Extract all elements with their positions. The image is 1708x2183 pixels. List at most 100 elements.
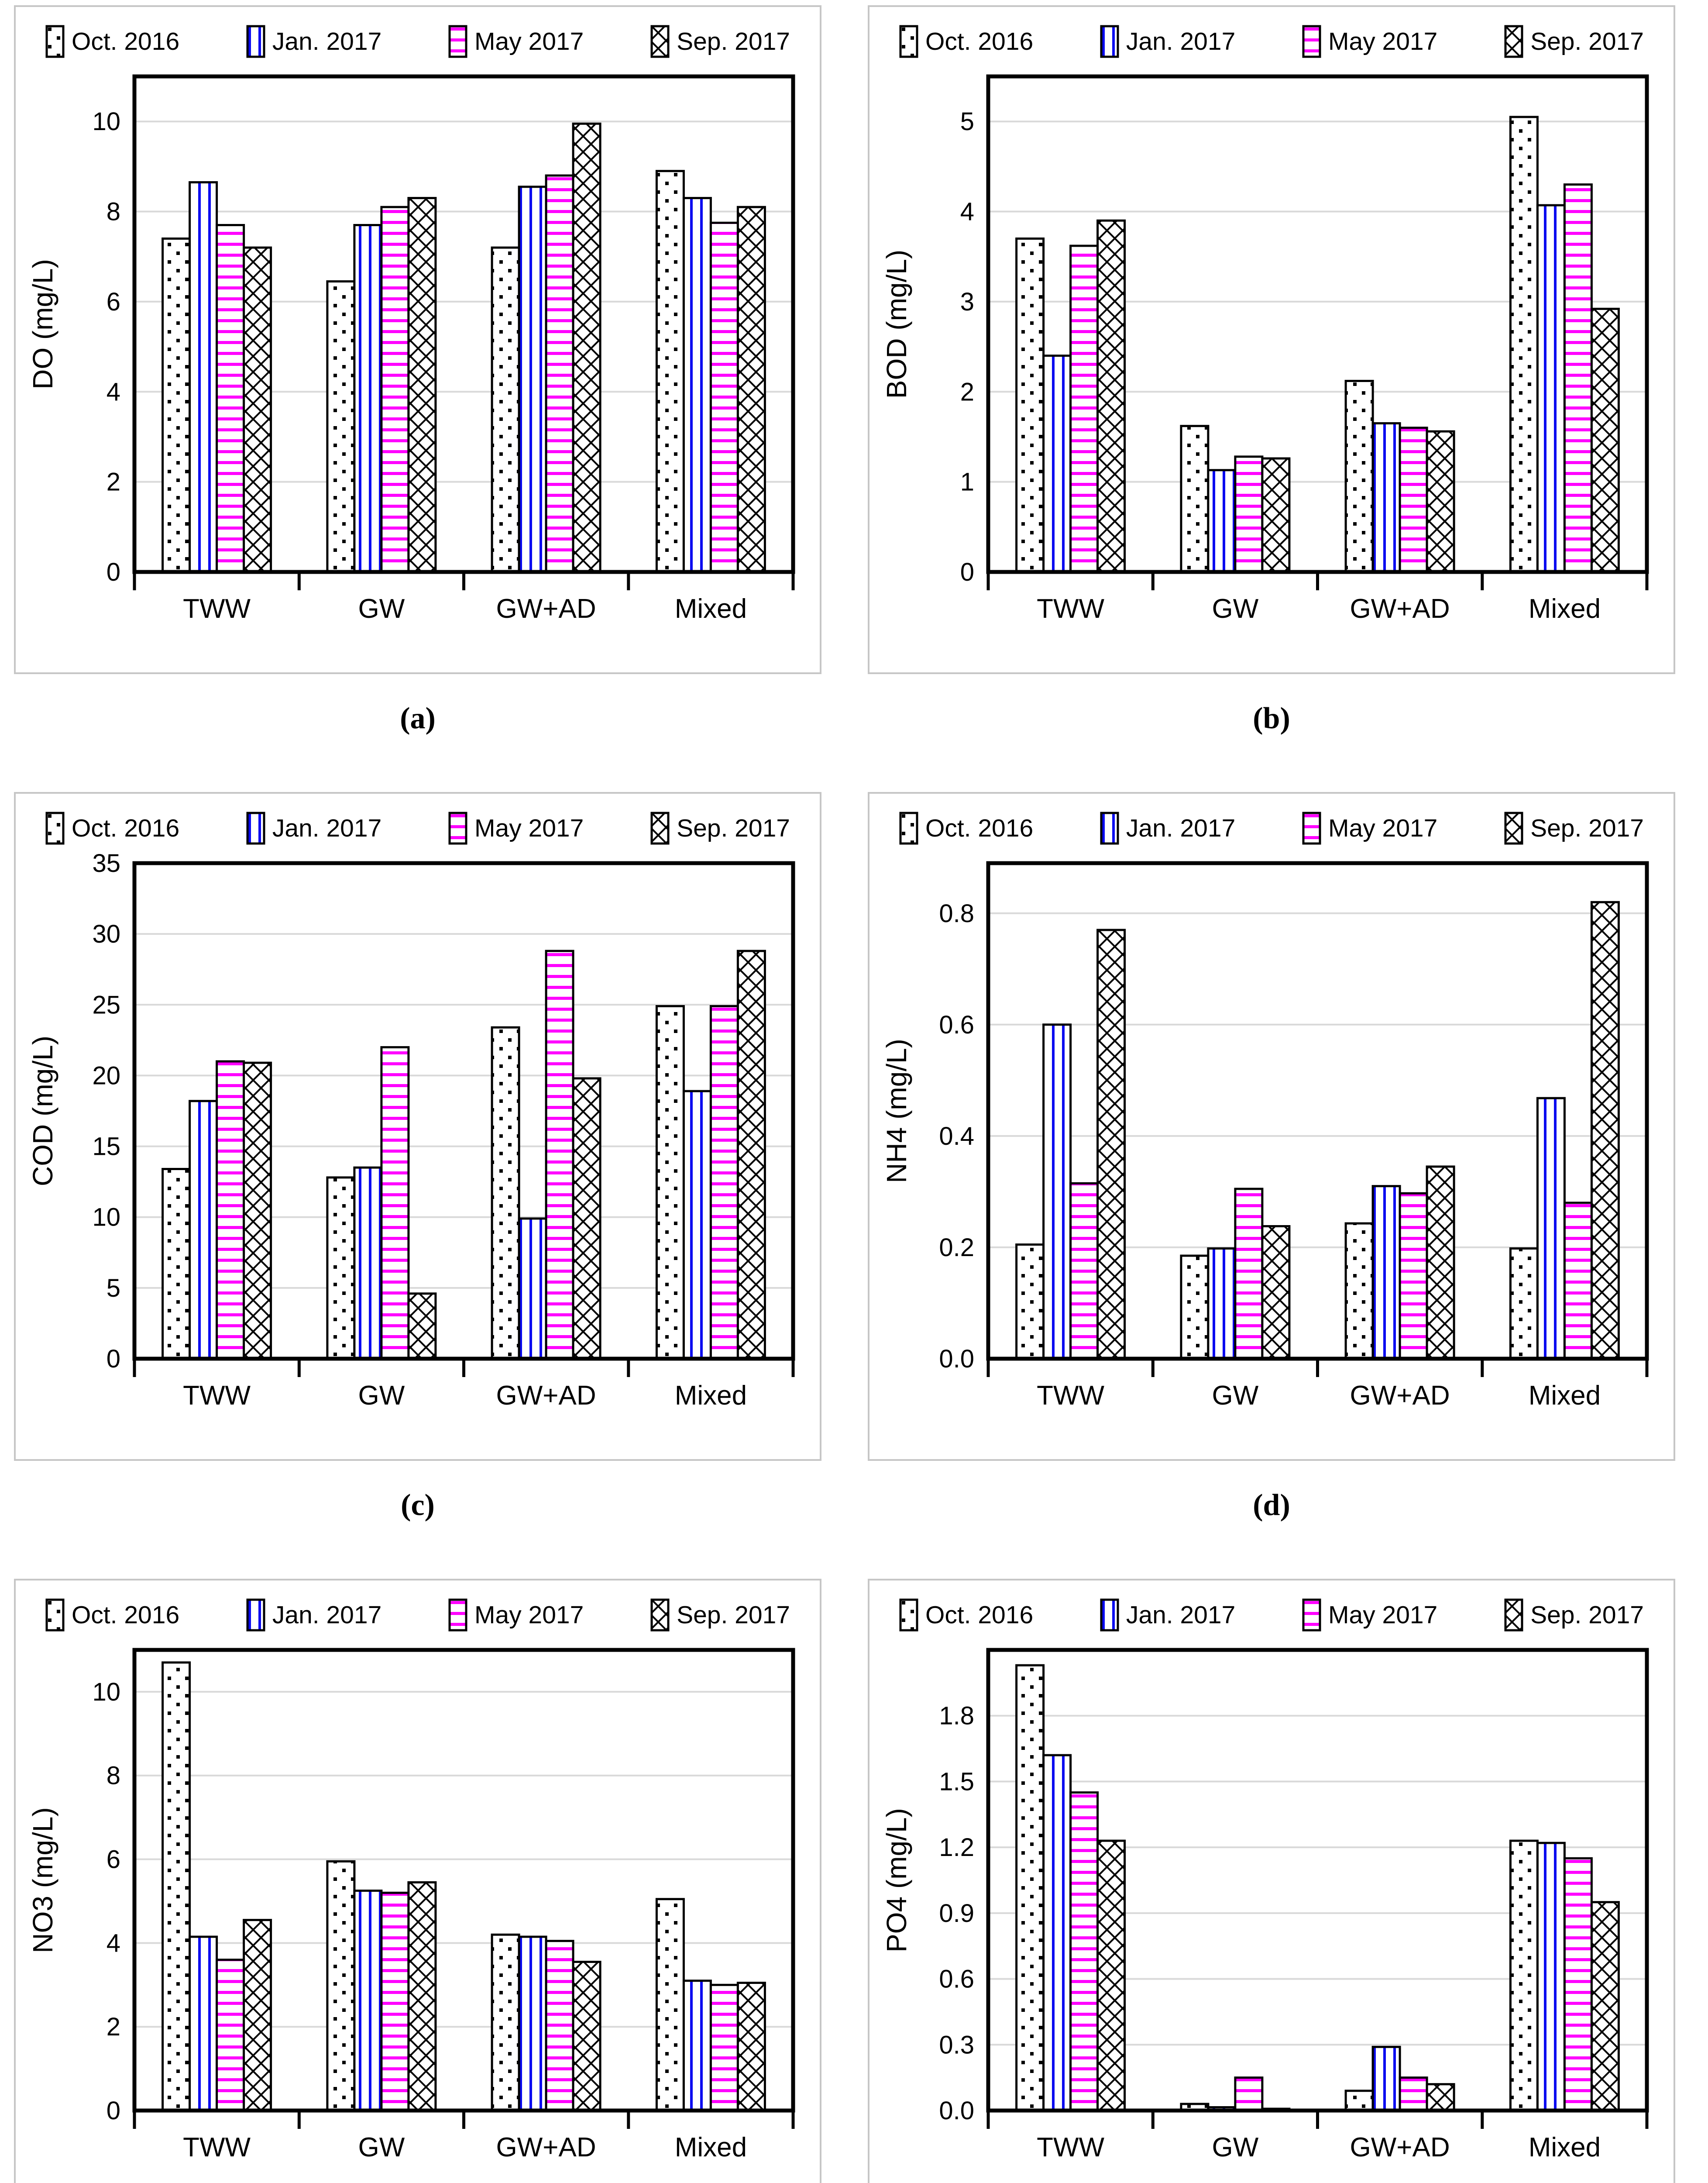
bar-GW+AD-Sep2017 bbox=[1426, 1165, 1455, 1360]
svg-text:0.6: 0.6 bbox=[939, 1965, 974, 1994]
y-axis-title: COD (mg/L) bbox=[27, 1036, 58, 1186]
svg-text:Mixed: Mixed bbox=[1529, 2132, 1601, 2162]
svg-text:5: 5 bbox=[960, 107, 974, 136]
bar-GW-May2017 bbox=[380, 1046, 410, 1360]
cell-d: Oct. 2016 Jan. 2017 May 2017 Sep. 2017 0.0 0… bbox=[854, 787, 1708, 1574]
x-axis-group-ticks bbox=[986, 572, 1649, 590]
svg-text:0: 0 bbox=[107, 558, 120, 586]
y-tick-labels: 0 1 2 3 4 5 bbox=[960, 107, 974, 586]
chart-panel-e: Oct. 2016 Jan. 2017 May 2017 Sep. 2017 0 2 4 6… bbox=[14, 1579, 821, 2183]
bar-TWW-Jan2017 bbox=[189, 181, 218, 573]
bar-TWW-Oct2016 bbox=[1015, 1243, 1045, 1360]
svg-text:GW+AD: GW+AD bbox=[496, 1381, 596, 1411]
bar-GW+AD-Oct2016 bbox=[1344, 2090, 1374, 2112]
bar-GW+AD-Oct2016 bbox=[491, 1026, 520, 1360]
chart-panel-b: Oct. 2016 Jan. 2017 May 2017 Sep. 2017 0 1 2 3… bbox=[868, 5, 1675, 674]
svg-text:GW: GW bbox=[1212, 2132, 1259, 2162]
bar-Mixed-May2017 bbox=[709, 1983, 739, 2112]
legend-label: May 2017 bbox=[474, 27, 584, 55]
bars bbox=[162, 1661, 766, 2112]
legend-item-vlines-blue: Jan. 2017 bbox=[1100, 1598, 1235, 1632]
legend-label: Oct. 2016 bbox=[72, 27, 180, 55]
bar-Mixed-Oct2016 bbox=[1509, 1839, 1539, 2112]
bar-GW-Sep2017 bbox=[1261, 1225, 1291, 1360]
legend-label: May 2017 bbox=[474, 1601, 584, 1629]
y-tick-labels: 0.0 0.3 0.6 0.9 1.2 1.5 1.8 bbox=[939, 1702, 974, 2125]
svg-text:0.0: 0.0 bbox=[939, 2097, 974, 2125]
legend: Oct. 2016 Jan. 2017 May 2017 Sep. 2017 bbox=[25, 17, 810, 65]
y-axis-title: BOD (mg/L) bbox=[881, 250, 912, 399]
svg-text:0.8: 0.8 bbox=[939, 899, 974, 928]
y-axis-title: PO4 (mg/L) bbox=[881, 1808, 912, 1952]
legend-swatch-vlines-blue-icon bbox=[246, 812, 265, 845]
bars bbox=[162, 122, 766, 573]
bar-TWW-Sep2017 bbox=[1096, 219, 1126, 573]
bar-GW+AD-Sep2017 bbox=[1426, 2083, 1455, 2112]
svg-text:GW: GW bbox=[358, 594, 405, 624]
x-category-labels: TWW GW GW+AD Mixed bbox=[1037, 1381, 1601, 1411]
legend-item-crosshatch-black: Sep. 2017 bbox=[650, 25, 790, 58]
svg-text:GW: GW bbox=[1212, 1381, 1259, 1411]
legend-item-vlines-blue: Jan. 2017 bbox=[246, 812, 381, 845]
bar-TWW-Oct2016 bbox=[162, 1661, 191, 2112]
bar-TWW-May2017 bbox=[1069, 1182, 1099, 1360]
bar-GW+AD-Sep2017 bbox=[572, 122, 601, 573]
bar-TWW-May2017 bbox=[216, 1060, 245, 1360]
legend-label: Sep. 2017 bbox=[1530, 814, 1644, 842]
bar-chart-nh4: 0.0 0.2 0.4 0.6 0.8 TWW GW GW+AD Mixed NH4 (mg/L) bbox=[881, 861, 1649, 1411]
svg-text:TWW: TWW bbox=[183, 594, 251, 624]
bar-Mixed-May2017 bbox=[709, 221, 739, 573]
bar-TWW-May2017 bbox=[1069, 1791, 1099, 2112]
legend-item-crosshatch-black: Sep. 2017 bbox=[650, 1598, 790, 1632]
bar-GW-May2017 bbox=[1234, 2076, 1264, 2112]
legend-label: Sep. 2017 bbox=[677, 814, 790, 842]
bar-GW+AD-Sep2017 bbox=[572, 1077, 601, 1360]
legend-item-crosshatch-black: Sep. 2017 bbox=[1504, 25, 1644, 58]
svg-text:35: 35 bbox=[92, 852, 120, 878]
svg-text:6: 6 bbox=[107, 288, 120, 316]
legend-item-vlines-blue: Jan. 2017 bbox=[246, 1598, 381, 1632]
legend-item-dots: Oct. 2016 bbox=[45, 25, 179, 58]
legend-label: Oct. 2016 bbox=[925, 27, 1034, 55]
x-category-labels: TWW GW GW+AD Mixed bbox=[183, 2132, 747, 2162]
chart-panel-c: Oct. 2016 Jan. 2017 May 2017 Sep. 2017 0 5 10… bbox=[14, 792, 821, 1461]
bar-GW+AD-Jan2017 bbox=[518, 1935, 547, 2112]
bar-GW-Oct2016 bbox=[326, 280, 356, 573]
legend-item-dots: Oct. 2016 bbox=[899, 812, 1033, 845]
bar-Mixed-Jan2017 bbox=[1536, 1097, 1566, 1360]
y-tick-labels: 0.0 0.2 0.4 0.6 0.8 bbox=[939, 899, 974, 1373]
svg-text:0.6: 0.6 bbox=[939, 1011, 974, 1039]
svg-text:15: 15 bbox=[92, 1133, 120, 1161]
bars bbox=[1015, 901, 1620, 1360]
svg-text:0.0: 0.0 bbox=[939, 1345, 974, 1373]
bar-TWW-Jan2017 bbox=[189, 1100, 218, 1360]
legend-label: Jan. 2017 bbox=[272, 27, 382, 55]
legend-item-hlines-magenta: May 2017 bbox=[1302, 25, 1437, 58]
bar-GW+AD-Jan2017 bbox=[1371, 1185, 1401, 1360]
svg-text:0.3: 0.3 bbox=[939, 2031, 974, 2059]
svg-text:TWW: TWW bbox=[183, 1381, 251, 1411]
legend-swatch-vlines-blue-icon bbox=[1100, 812, 1119, 845]
bar-chart-do: 0 2 4 6 8 10 TWW GW GW+AD Mixed DO (mg/L) bbox=[27, 74, 795, 624]
bar-Mixed-Sep2017 bbox=[736, 206, 766, 573]
bar-GW-Sep2017 bbox=[1261, 457, 1291, 573]
bar-GW+AD-May2017 bbox=[1399, 1192, 1428, 1360]
legend-item-hlines-magenta: May 2017 bbox=[448, 1598, 584, 1632]
bar-GW+AD-Jan2017 bbox=[1371, 422, 1401, 573]
bar-TWW-Oct2016 bbox=[162, 1168, 191, 1360]
bars bbox=[162, 950, 766, 1360]
svg-text:4: 4 bbox=[107, 378, 120, 406]
legend-swatch-hlines-magenta-icon bbox=[448, 1598, 467, 1632]
bar-GW+AD-Jan2017 bbox=[1371, 2045, 1401, 2112]
y-axis-title: NH4 (mg/L) bbox=[881, 1039, 912, 1183]
legend: Oct. 2016 Jan. 2017 May 2017 Sep. 2017 bbox=[879, 17, 1664, 65]
legend-swatch-dots-icon bbox=[899, 812, 918, 845]
bar-TWW-Sep2017 bbox=[243, 1061, 272, 1360]
legend: Oct. 2016 Jan. 2017 May 2017 Sep. 2017 bbox=[25, 1591, 810, 1639]
y-axis-title: DO (mg/L) bbox=[27, 259, 58, 389]
svg-text:1.8: 1.8 bbox=[939, 1702, 974, 1730]
legend: Oct. 2016 Jan. 2017 May 2017 Sep. 2017 bbox=[879, 804, 1664, 852]
legend-item-crosshatch-black: Sep. 2017 bbox=[1504, 1598, 1644, 1632]
legend-swatch-vlines-blue-icon bbox=[1100, 25, 1119, 58]
